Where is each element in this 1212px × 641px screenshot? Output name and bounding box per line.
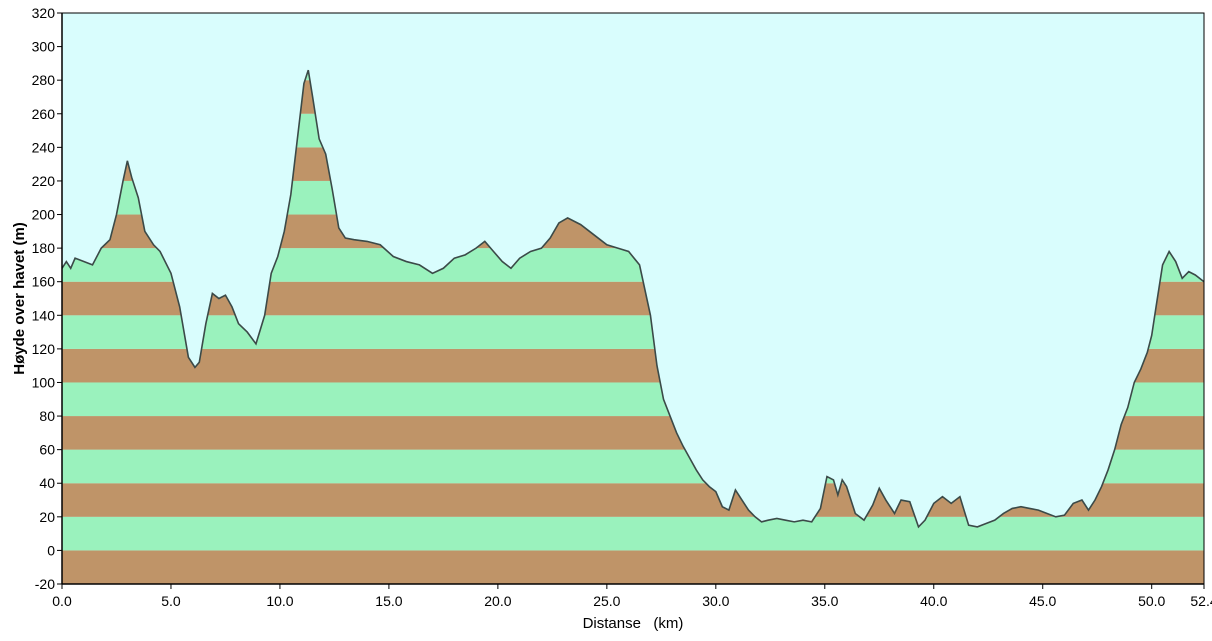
y-tick-label: 120 — [32, 341, 56, 357]
x-tick-label: 10.0 — [266, 593, 293, 609]
y-tick-label: -20 — [35, 576, 55, 592]
y-tick-label: 180 — [32, 240, 56, 256]
x-tick-label: 40.0 — [920, 593, 947, 609]
elevation-band — [62, 550, 1204, 584]
x-tick-label: 15.0 — [375, 593, 402, 609]
y-tick-label: 280 — [32, 72, 56, 88]
y-tick-label: 160 — [32, 274, 56, 290]
y-tick-label: 20 — [39, 509, 55, 525]
x-tick-label: 5.0 — [161, 593, 181, 609]
y-tick-label: 100 — [32, 374, 56, 390]
x-axis-title: Distanse (km) — [583, 615, 684, 632]
x-tick-label: 45.0 — [1029, 593, 1056, 609]
y-tick-label: 240 — [32, 139, 56, 155]
y-tick-label: 220 — [32, 173, 56, 189]
y-tick-label: 260 — [32, 106, 56, 122]
y-tick-label: 140 — [32, 307, 56, 323]
y-tick-label: 40 — [39, 475, 55, 491]
x-tick-label: 25.0 — [593, 593, 620, 609]
x-tick-label: 30.0 — [702, 593, 729, 609]
y-tick-label: 300 — [32, 39, 56, 55]
x-tick-label: 35.0 — [811, 593, 838, 609]
y-axis-title: Høyde over havet (m) — [11, 222, 28, 375]
x-tick-label: 52.4 — [1190, 593, 1212, 609]
x-tick-label: 20.0 — [484, 593, 511, 609]
x-tick-label: 0.0 — [52, 593, 72, 609]
y-tick-label: 80 — [39, 408, 55, 424]
y-tick-label: 0 — [47, 542, 55, 558]
elevation-profile-line — [61, 69, 1205, 529]
y-tick-label: 320 — [32, 5, 56, 21]
y-axis: -20 0 20 40 60 80 100 120 140 160 180 200 220 240 260 2… — [32, 5, 63, 592]
y-tick-label: 60 — [39, 442, 55, 458]
y-tick-label: 200 — [32, 207, 56, 223]
elevation-band — [62, 516, 1204, 551]
x-tick-label: 50.0 — [1138, 593, 1165, 609]
x-axis: 0.0 5.0 10.0 15.0 20.0 25.0 30.0 35.0 40.0 45.0 50… — [52, 583, 1212, 609]
